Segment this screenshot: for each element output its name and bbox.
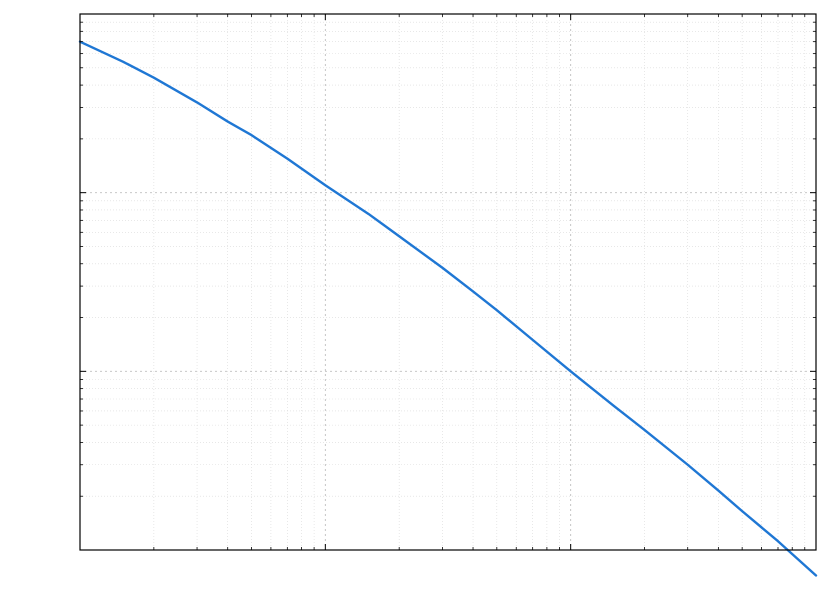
line-chart (0, 0, 828, 590)
chart-container (0, 0, 828, 590)
